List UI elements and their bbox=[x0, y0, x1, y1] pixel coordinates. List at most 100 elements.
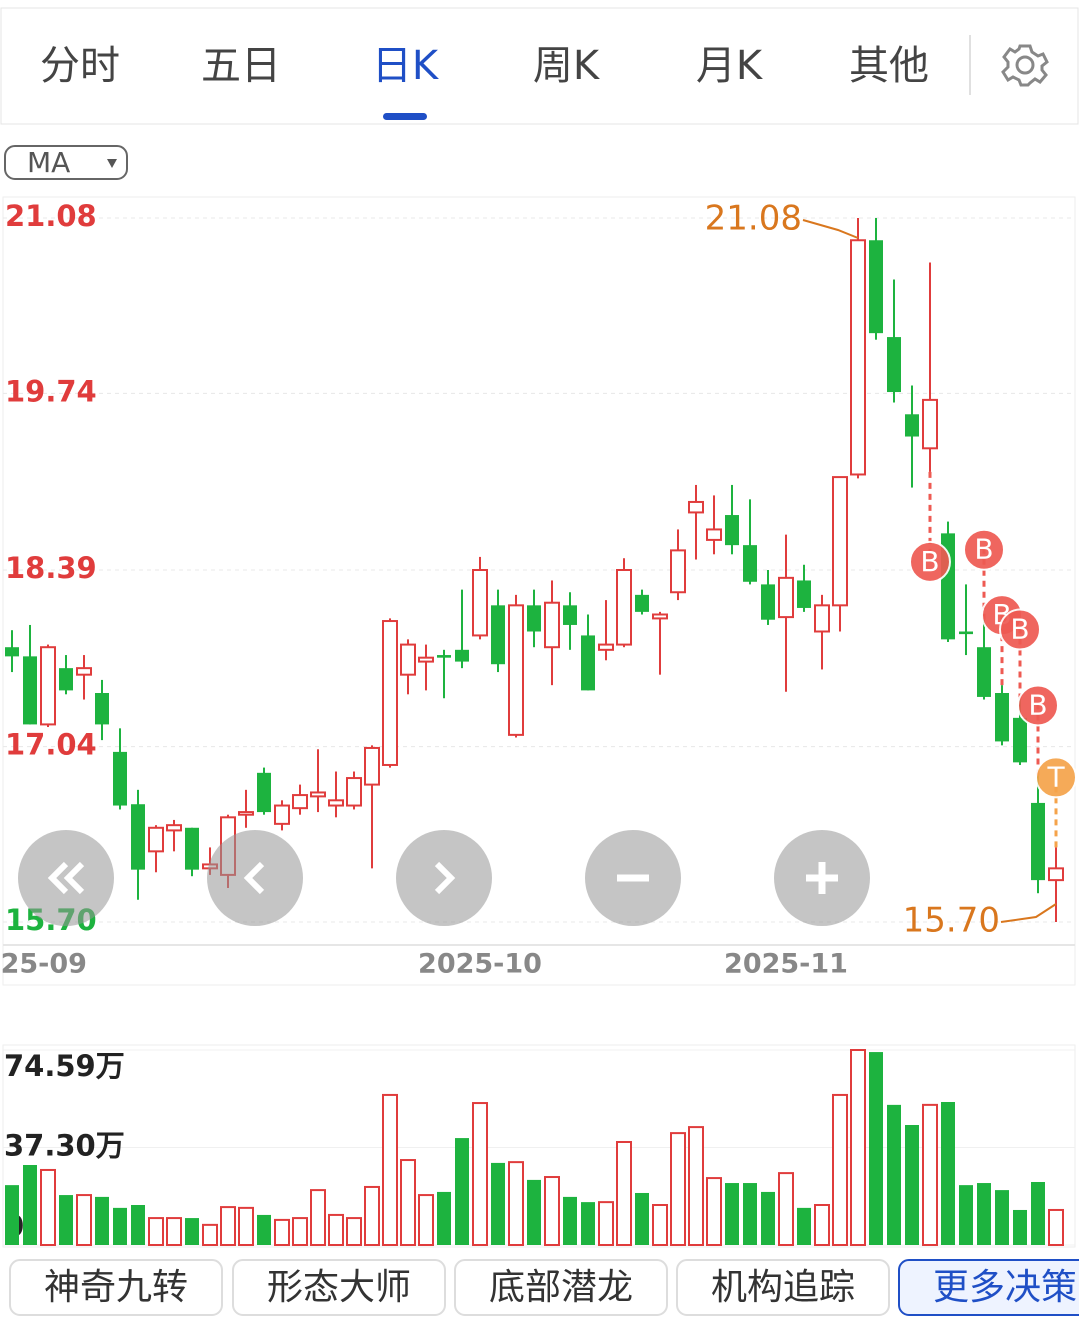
chart-content: 21.08 19.74 18.39 17.04 15.70 2025-09 2025-10 2… bbox=[0, 199, 1077, 1247]
tab[interactable]: 五日 bbox=[201, 43, 281, 89]
nav-icon bbox=[243, 861, 265, 895]
volume-bar bbox=[328, 1213, 344, 1247]
volume-bar bbox=[922, 1103, 938, 1247]
nav-icon bbox=[806, 862, 838, 894]
candle-body bbox=[238, 811, 254, 816]
candle-body bbox=[581, 635, 595, 691]
settings-icon[interactable] bbox=[1001, 44, 1049, 87]
candle-body bbox=[761, 584, 775, 620]
tab-label: 月K bbox=[696, 43, 764, 89]
volume-bar bbox=[257, 1214, 271, 1245]
annotation-label: 21.08 bbox=[705, 199, 802, 239]
volume-bar bbox=[382, 1093, 398, 1247]
volume-bar bbox=[76, 1194, 92, 1246]
volume-bar bbox=[869, 1052, 883, 1245]
volume-bar bbox=[832, 1093, 848, 1247]
candle-body bbox=[76, 667, 92, 676]
tab-label: 其他 bbox=[849, 43, 929, 89]
tab-bar bbox=[0, 7, 1079, 125]
tab[interactable]: 日K bbox=[372, 43, 440, 120]
volume-bar bbox=[814, 1204, 830, 1247]
candle-body bbox=[995, 693, 1009, 742]
y-tick-label: 19.74 bbox=[5, 374, 97, 408]
candle-body bbox=[832, 476, 848, 607]
button-label: 更多决策 bbox=[933, 1267, 1077, 1308]
volume-bar bbox=[274, 1218, 290, 1247]
active-tab-indicator bbox=[383, 113, 427, 120]
zoom-far-left[interactable] bbox=[18, 830, 114, 926]
candle-body bbox=[1013, 717, 1027, 763]
button-label: 神奇九转 bbox=[44, 1267, 188, 1308]
candle-body bbox=[5, 647, 19, 657]
volume-bar bbox=[59, 1195, 73, 1245]
volume-bar bbox=[131, 1205, 145, 1245]
candle-body bbox=[508, 604, 524, 736]
tab[interactable]: 周K bbox=[533, 43, 601, 89]
signal-marker bbox=[1017, 684, 1059, 727]
volume-bar bbox=[113, 1207, 127, 1245]
volume-bar bbox=[778, 1172, 794, 1246]
tool-button[interactable]: 机构追踪 bbox=[676, 1259, 890, 1316]
signal-label: B bbox=[974, 533, 993, 566]
tool-button[interactable]: 神奇九转 bbox=[9, 1259, 223, 1316]
candle-body bbox=[544, 601, 560, 649]
volume-bar bbox=[238, 1206, 254, 1247]
candle-body bbox=[670, 549, 686, 594]
candle-body bbox=[328, 799, 344, 807]
candle-body bbox=[310, 791, 326, 798]
volume-bar bbox=[40, 1168, 56, 1247]
candle-body bbox=[635, 594, 649, 612]
candle-body bbox=[472, 569, 488, 637]
signal-label: T bbox=[1046, 760, 1065, 793]
candle-body bbox=[113, 751, 127, 806]
candle-body bbox=[274, 804, 290, 825]
candle-body bbox=[616, 569, 632, 646]
tab-label: 分时 bbox=[40, 43, 120, 89]
x-tick-label: 2025-10 bbox=[418, 949, 542, 980]
button-box bbox=[454, 1259, 668, 1316]
candle-body bbox=[905, 414, 919, 437]
zoom-in[interactable] bbox=[774, 830, 870, 926]
volume-bar bbox=[688, 1126, 704, 1246]
candle-body bbox=[148, 826, 164, 853]
signal-marker bbox=[1035, 756, 1077, 799]
volume-bar bbox=[581, 1202, 595, 1245]
nav-button bbox=[207, 830, 303, 926]
volume-bar bbox=[292, 1217, 308, 1246]
move-left[interactable] bbox=[207, 830, 303, 926]
zoom-out[interactable] bbox=[585, 830, 681, 926]
candle-body bbox=[688, 500, 704, 514]
candle-body bbox=[706, 528, 722, 541]
indicator-select[interactable]: MA bbox=[4, 145, 128, 180]
candle-body bbox=[797, 580, 811, 608]
x-tick-label: 2025-11 bbox=[724, 949, 848, 980]
tab[interactable]: 其他 bbox=[849, 43, 929, 89]
volume-bar bbox=[995, 1190, 1009, 1245]
candle-body bbox=[437, 655, 451, 658]
tab[interactable]: 月K bbox=[696, 43, 764, 89]
button-box bbox=[898, 1259, 1079, 1316]
volume-bar bbox=[598, 1201, 614, 1246]
tool-button[interactable]: 底部潜龙 bbox=[454, 1259, 668, 1316]
candle-body bbox=[23, 656, 37, 725]
y-tick-label: 18.39 bbox=[5, 551, 97, 585]
volume-bar bbox=[400, 1159, 416, 1246]
candle-body bbox=[185, 827, 199, 870]
volume-bar bbox=[941, 1101, 955, 1245]
tool-button[interactable]: 形态大师 bbox=[232, 1259, 446, 1316]
volume-tick-label: 37.30万 bbox=[4, 1128, 125, 1162]
volume-bar bbox=[706, 1177, 722, 1246]
button-label: 机构追踪 bbox=[711, 1267, 855, 1308]
candle-body bbox=[743, 545, 757, 582]
volume-bar bbox=[959, 1185, 973, 1245]
tab[interactable]: 分时 bbox=[40, 43, 120, 89]
tool-button[interactable]: 更多决策 bbox=[898, 1259, 1079, 1316]
move-right[interactable] bbox=[396, 830, 492, 926]
candle-body bbox=[131, 804, 145, 870]
tab-label: 周K bbox=[533, 43, 601, 89]
candle-body bbox=[40, 646, 56, 726]
candle-body bbox=[382, 620, 398, 766]
volume-bar bbox=[544, 1176, 560, 1247]
